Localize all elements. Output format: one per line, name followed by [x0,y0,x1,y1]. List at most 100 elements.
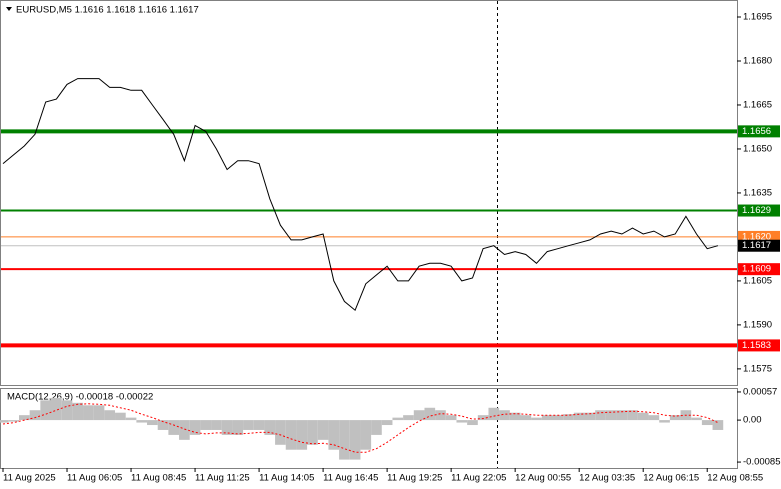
macd-bar [157,420,169,430]
x-tick-label: 12 Aug 08:55 [707,473,763,484]
y-tick-label: 0.00 [743,415,762,426]
price-level-box [738,125,780,138]
chart-title: EURUSD,M5 1.1616 1.1618 1.1616 1.1617 [16,5,199,16]
macd-bar [381,420,393,426]
macd-bar [200,420,212,430]
macd-bar [648,415,660,421]
y-tick-label: 1.1680 [743,56,772,67]
macd-bar [669,415,681,421]
price-level-box [738,339,780,352]
y-tick-label: 1.1635 [743,187,772,198]
macd-bar [83,405,94,421]
macd-bar [392,417,404,421]
x-tick-label: 11 Aug 19:25 [387,473,442,484]
price-level-label: 1.1609 [742,264,771,275]
macd-bar [328,420,340,450]
macd-bar [221,420,233,435]
y-tick-label: 0.00057 [743,386,777,397]
macd-bar [243,420,254,430]
macd-bar [61,400,73,421]
macd-bar [8,420,20,422]
macd-bar [104,410,116,421]
x-tick-label: 11 Aug 2025 [3,473,56,484]
macd-bar [424,407,436,421]
macd-bar [19,415,30,421]
macd-bar [232,420,244,435]
macd-bar [349,420,361,460]
macd-bar [520,415,532,421]
macd-bar [488,407,500,421]
macd-bar [211,420,222,430]
macd-bar [0,420,9,423]
macd-bar [189,420,201,435]
macd-bar [445,415,457,421]
macd-bar [659,420,670,423]
price-level-box [738,263,780,276]
macd-bar [29,410,41,421]
macd-bar [360,420,372,450]
price-level-label: 1.1583 [742,340,771,351]
macd-bar [51,397,62,421]
macd-bar [403,415,414,421]
macd-bar [616,410,628,421]
macd-bar [371,420,382,435]
x-tick-label: 11 Aug 14:05 [259,473,314,484]
macd-bar [413,410,425,421]
macd-bar [72,402,84,421]
x-tick-label: 11 Aug 16:45 [323,473,378,484]
menu-triangle[interactable] [6,7,12,11]
macd-bar [691,417,702,421]
macd-bar [264,420,276,435]
macd-bar [435,410,446,421]
macd-bar [40,400,52,421]
y-tick-label: -0.00085 [743,457,781,468]
macd-bar [573,412,585,421]
x-tick-label: 11 Aug 08:45 [131,473,186,484]
price-level-label: 1.1656 [742,126,771,137]
macd-bar [531,417,542,421]
macd-bar [605,410,617,421]
macd-bar [317,420,329,440]
macd-bar [168,420,180,435]
macd-bar [125,417,137,421]
y-tick-label: 1.1590 [743,319,772,330]
price-level-label: 1.1620 [742,231,771,242]
macd-bar [509,412,521,421]
macd-bar [147,420,158,426]
macd-bar [637,412,649,421]
macd-bar [285,420,297,450]
x-tick-label: 11 Aug 22:05 [451,473,506,484]
price-level-label: 1.1629 [742,205,771,216]
macd-bar [595,410,606,421]
y-tick-label: 1.1665 [743,99,772,110]
price-level-box [738,239,780,252]
macd-panel-frame [0,388,738,469]
price-line [2,78,719,312]
macd-bar [93,405,105,421]
macd-bar [552,415,564,421]
macd-title: MACD(12,26,9) -0.00018 -0.00022 [7,392,153,403]
macd-bar [253,420,265,430]
y-tick-label: 1.1605 [743,275,772,286]
macd-bar [307,420,318,445]
signal-line [2,403,719,453]
x-tick-label: 11 Aug 06:05 [67,473,122,484]
y-tick-label: 1.1650 [743,143,772,154]
macd-bar [627,410,638,421]
macd-bar [499,410,510,421]
macd-bar [296,420,308,450]
macd-bar [456,420,468,423]
macd-bar [584,412,596,421]
macd-bar [136,420,148,423]
x-tick-label: 12 Aug 00:55 [515,473,571,484]
macd-bar [712,420,724,430]
macd-bar [275,420,286,445]
macd-bar [541,415,553,421]
macd-bar [701,420,713,426]
macd-bar [563,414,574,421]
price-level-box [738,204,780,217]
y-tick-label: 1.1695 [743,12,772,23]
macd-bar [179,420,190,440]
